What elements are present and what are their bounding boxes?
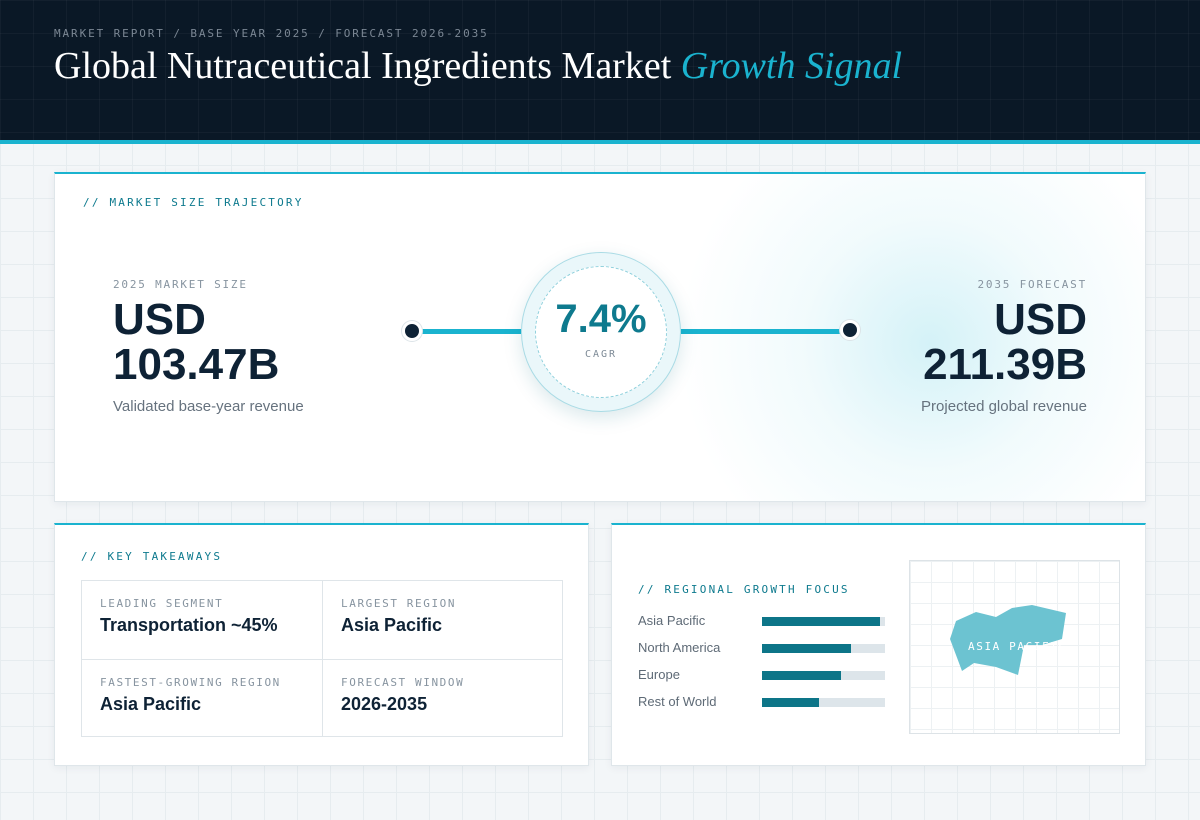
- base-currency: USD: [113, 295, 206, 344]
- region-row: Europe: [638, 667, 888, 685]
- region-bar-fill: [762, 644, 851, 653]
- region-bar-track: [762, 671, 885, 680]
- region-row: Rest of World: [638, 694, 888, 712]
- base-value: USD 103.47B: [113, 297, 279, 387]
- trajectory-label: // MARKET SIZE TRAJECTORY: [83, 196, 304, 209]
- takeaway-value: Asia Pacific: [341, 615, 443, 635]
- title-accent: Growth Signal: [680, 45, 903, 87]
- asia-pacific-map-shape: [950, 605, 1066, 675]
- report-eyebrow: MARKET REPORT / BASE YEAR 2025 / FORECAS…: [54, 27, 489, 40]
- region-bar-fill: [762, 698, 819, 707]
- forecast-amount: 211.39B: [923, 340, 1087, 389]
- takeaway-leading-segment: LEADING SEGMENT Transportation ~45%: [82, 581, 322, 659]
- base-caption: 2025 MARKET SIZE: [113, 278, 248, 291]
- trajectory-line-right: [681, 329, 845, 334]
- end-point-marker: [840, 320, 860, 340]
- base-amount: 103.47B: [113, 340, 280, 389]
- takeaways-label: // KEY TAKEAWAYS: [81, 550, 223, 563]
- takeaway-caption: LARGEST REGION: [341, 597, 457, 610]
- region-name: Asia Pacific: [638, 613, 706, 628]
- takeaway-largest-region: LARGEST REGION Asia Pacific: [322, 581, 562, 659]
- cagr-label: CAGR: [584, 349, 618, 360]
- region-row: North America: [638, 640, 888, 658]
- regional-label: // REGIONAL GROWTH FOCUS: [638, 583, 850, 596]
- background-glow: [655, 174, 1145, 501]
- start-point-marker: [402, 321, 422, 341]
- region-map: ASIA PACIFIC: [909, 560, 1120, 734]
- region-bar-fill: [762, 617, 881, 626]
- region-bar-fill: [762, 671, 841, 680]
- region-bar-track: [762, 644, 885, 653]
- market-size-card: // MARKET SIZE TRAJECTORY 2025 MARKET SI…: [54, 172, 1146, 502]
- takeaway-value: Asia Pacific: [100, 694, 202, 714]
- map-region-label: ASIA PACIFIC: [968, 640, 1067, 653]
- key-takeaways-card: // KEY TAKEAWAYS LEADING SEGMENT Transpo…: [54, 523, 589, 766]
- cagr-value: 7.4%: [555, 297, 647, 341]
- forecast-subtitle: Projected global revenue: [921, 398, 1087, 415]
- region-name: North America: [638, 640, 721, 655]
- region-name: Europe: [638, 667, 680, 682]
- region-bar-track: [762, 617, 885, 626]
- base-subtitle: Validated base-year revenue: [113, 398, 304, 415]
- cagr-inner-ring: 7.4% CAGR: [535, 266, 667, 398]
- takeaway-caption: FORECAST WINDOW: [341, 676, 465, 689]
- forecast-caption: 2035 FORECAST: [977, 278, 1087, 291]
- takeaways-grid: LEADING SEGMENT Transportation ~45% LARG…: [81, 580, 563, 737]
- title-main: Global Nutraceutical Ingredients Market: [54, 45, 672, 87]
- report-header: MARKET REPORT / BASE YEAR 2025 / FORECAS…: [0, 0, 1200, 140]
- takeaway-forecast-window: FORECAST WINDOW 2026-2035: [322, 659, 562, 737]
- trajectory-line-left: [421, 329, 521, 334]
- forecast-value: USD 211.39B: [923, 297, 1087, 387]
- regional-growth-card: // REGIONAL GROWTH FOCUS Asia Pacific No…: [611, 523, 1146, 766]
- cagr-badge: 7.4% CAGR: [521, 252, 681, 412]
- takeaway-caption: LEADING SEGMENT: [100, 597, 224, 610]
- takeaway-value: Transportation ~45%: [100, 615, 278, 635]
- takeaway-fastest-region: FASTEST-GROWING REGION Asia Pacific: [82, 659, 322, 737]
- region-name: Rest of World: [638, 694, 717, 709]
- takeaway-value: 2026-2035: [341, 694, 428, 714]
- region-row: Asia Pacific: [638, 613, 888, 631]
- header-accent-bar: [0, 140, 1200, 144]
- region-bar-track: [762, 698, 885, 707]
- takeaway-caption: FASTEST-GROWING REGION: [100, 676, 281, 689]
- forecast-currency: USD: [994, 295, 1087, 344]
- page-title: Global Nutraceutical Ingredients Market …: [54, 44, 902, 88]
